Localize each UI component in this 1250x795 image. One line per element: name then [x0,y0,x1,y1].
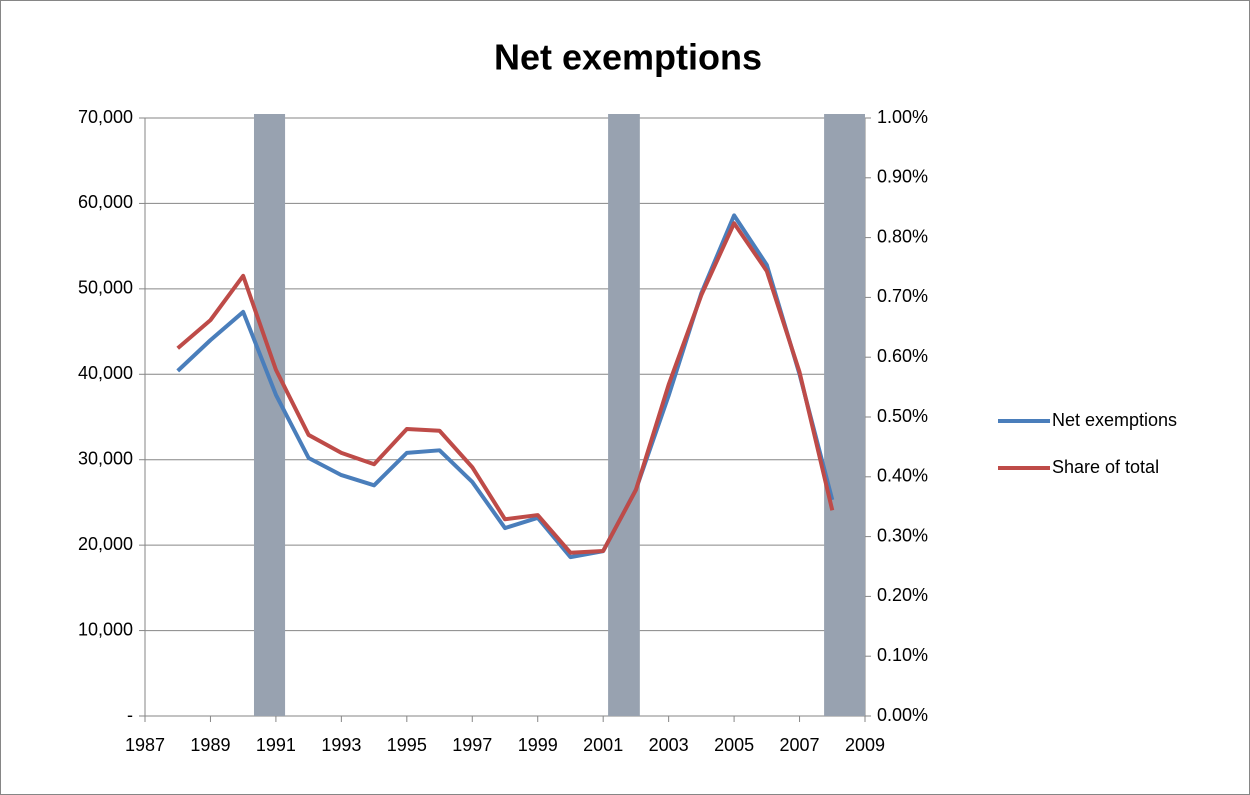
x-tick-label: 1987 [125,735,165,755]
y2-tick-label: 0.50% [877,406,928,426]
recession-band [608,114,640,716]
x-tick-label: 1991 [256,735,296,755]
y-tick-label: - [127,705,133,725]
y2-tick-label: 0.40% [877,466,928,486]
y2-tick-label: 0.00% [877,705,928,725]
y2-tick-label: 0.10% [877,645,928,665]
y-tick-label: 50,000 [78,278,133,298]
y-tick-label: 20,000 [78,534,133,554]
y2-tick-label: 0.20% [877,585,928,605]
series-line [176,213,835,560]
chart-title: Net exemptions [494,37,762,78]
y2-tick-label: 0.80% [877,226,928,246]
x-tick-label: 1993 [321,735,361,755]
y-tick-label: 10,000 [78,619,133,639]
legend-label: Net exemptions [1052,410,1177,430]
x-tick-label: 1997 [452,735,492,755]
recession-band [253,114,286,716]
x-tick-label: 2009 [845,735,885,755]
y-tick-label: 70,000 [78,107,133,127]
x-tick-label: 2007 [780,735,820,755]
recession-band [824,114,865,716]
x-tick-label: 2001 [583,735,623,755]
y2-tick-label: 0.90% [877,167,928,187]
y-tick-label: 60,000 [78,192,133,212]
y2-tick-label: 0.70% [877,286,928,306]
x-tick-label: 1995 [387,735,427,755]
y-tick-label: 40,000 [78,363,133,383]
y-tick-label: 30,000 [78,448,133,468]
x-tick-label: 2003 [649,735,689,755]
x-tick-label: 1989 [190,735,230,755]
y2-tick-label: 0.60% [877,346,928,366]
x-tick-label: 1999 [518,735,558,755]
y2-tick-label: 1.00% [877,107,928,127]
legend-label: Share of total [1052,457,1159,477]
y2-tick-label: 0.30% [877,525,928,545]
x-tick-label: 2005 [714,735,754,755]
series-line [176,221,835,555]
